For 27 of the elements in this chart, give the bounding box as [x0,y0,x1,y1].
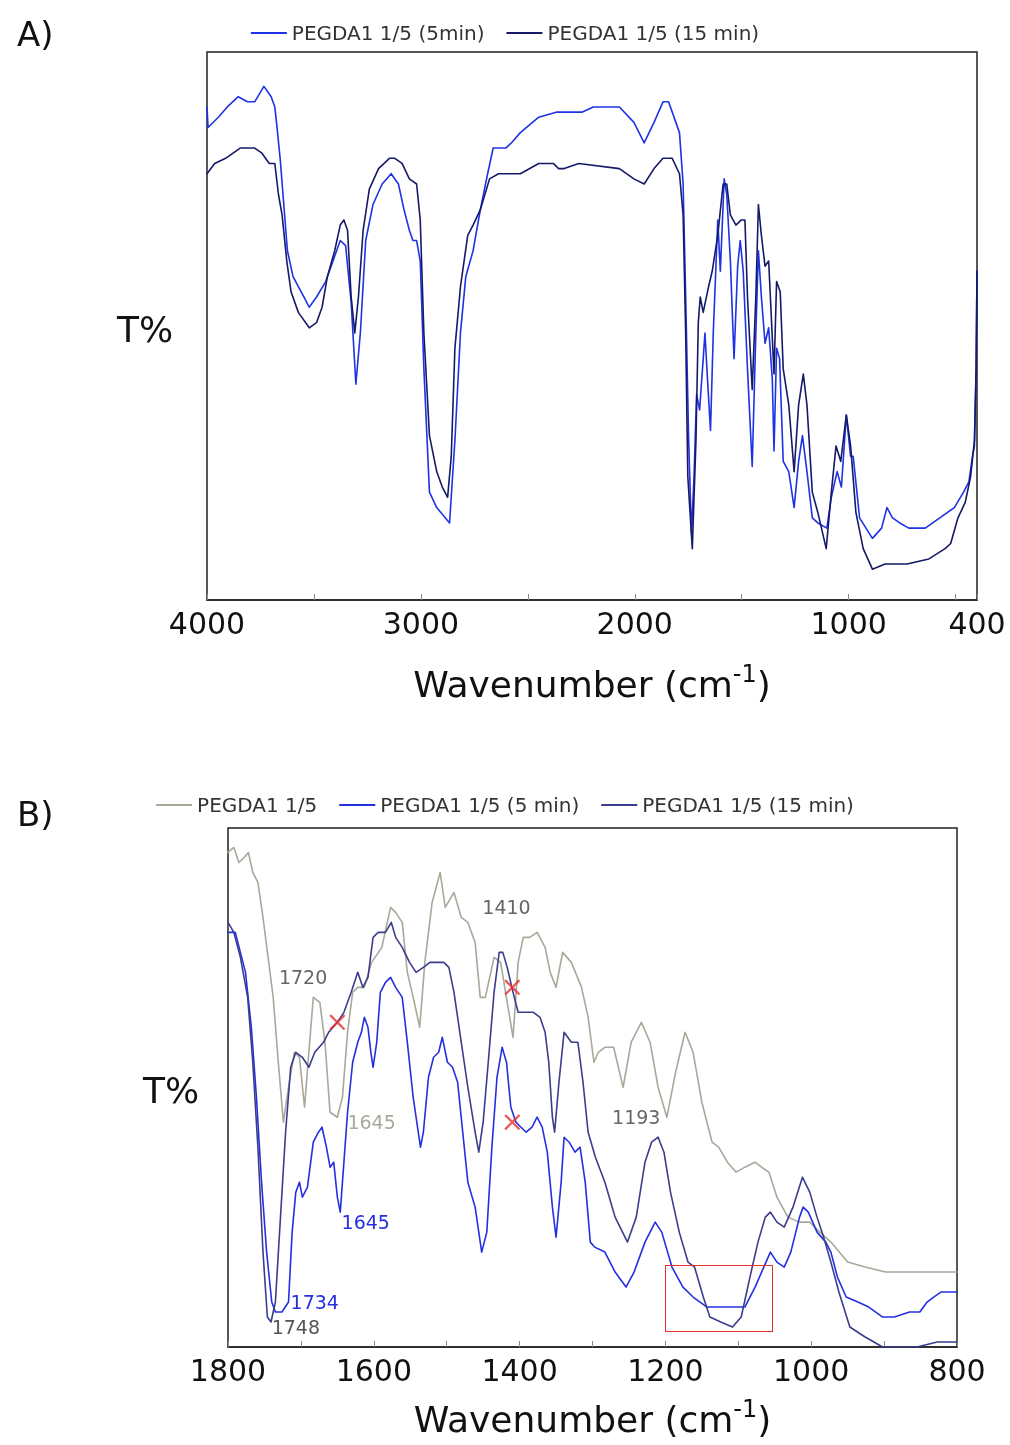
x-tick-label: 1400 [481,1352,558,1388]
x-tick-label: 2000 [596,605,673,641]
annotation: 1645 [341,1211,390,1234]
x-tick-label: 1000 [810,605,887,641]
annotation: 1748 [271,1316,320,1339]
annotation: 1720 [278,966,328,989]
annotation: 1410 [482,896,531,919]
x-tick-label: 1000 [773,1352,850,1388]
legend-label: PEGDA1 1/5 [197,793,318,817]
legend-label: PEGDA1 1/5 (15 min) [547,21,760,45]
x-tick-label: 1800 [189,1352,267,1388]
y-axis-title: T% [116,308,174,350]
x-tick-label: 400 [948,605,1006,641]
x-tick-label: 1200 [627,1352,704,1388]
annotation: 1193 [612,1106,661,1129]
chart-title: A) [17,14,54,54]
legend-label: PEGDA1 1/5 (5min) [291,21,485,45]
y-axis-title: T% [142,1070,200,1111]
x-tick-label: 1600 [335,1352,412,1388]
annotation: 1645 [347,1111,396,1134]
chart-title: B) [17,794,54,834]
legend-label: PEGDA1 1/5 (15 min) [642,793,854,817]
x-tick-label: 3000 [382,605,460,641]
legend-label: PEGDA1 1/5 (5 min) [380,793,580,817]
x-tick-label: 4000 [168,605,246,641]
x-tick-label: 800 [928,1352,986,1388]
annotation: 1734 [290,1291,339,1314]
